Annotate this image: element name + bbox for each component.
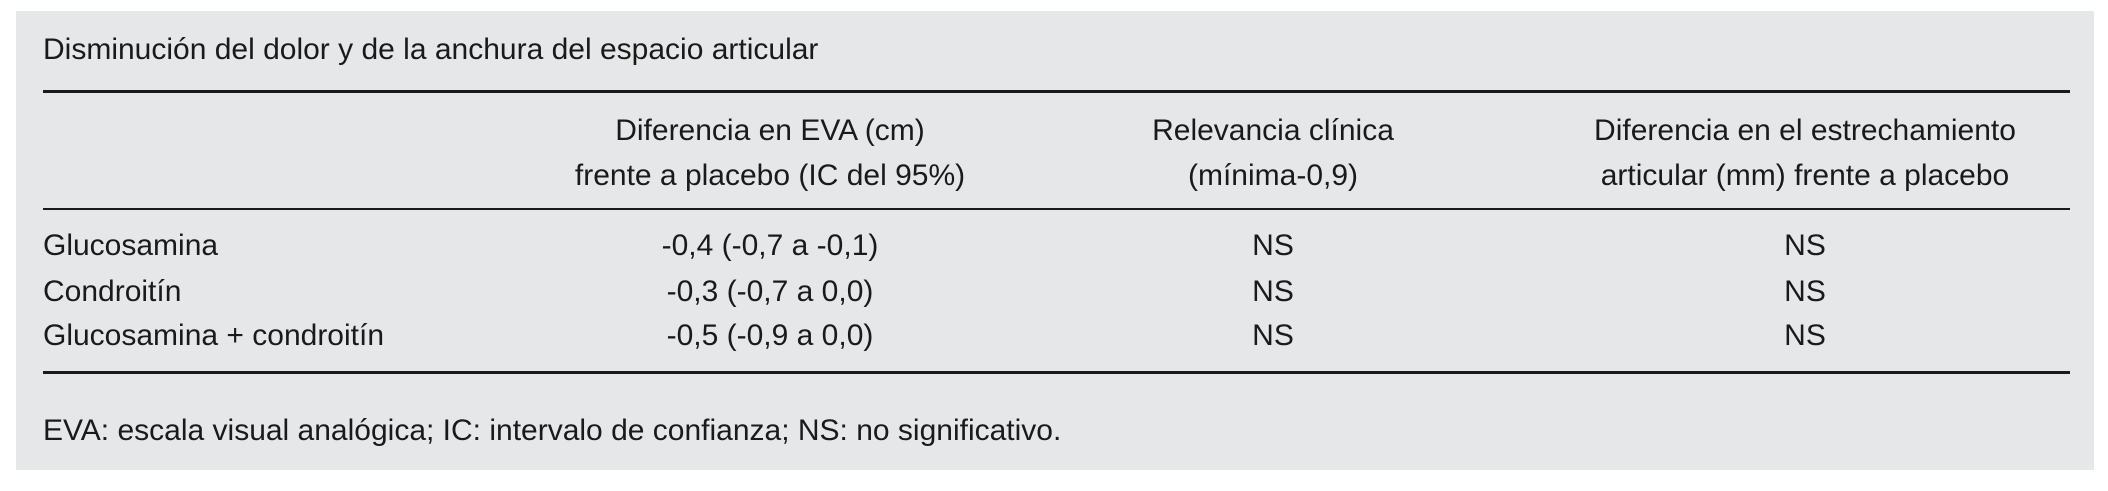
header-cell: Relevancia clínica [1152, 114, 1394, 147]
table-cell: NS [1784, 319, 1826, 352]
row-label: Glucosamina [43, 229, 219, 262]
footnote: EVA: escala visual analógica; IC: interv… [43, 414, 1062, 447]
table-cell: NS [1252, 229, 1294, 262]
table-cell: -0,5 (-0,9 a 0,0) [666, 319, 874, 352]
header-cell: frente a placebo (IC del 95%) [574, 159, 966, 192]
header-cell: Diferencia en EVA (cm) [615, 114, 925, 147]
table-cell: NS [1784, 275, 1826, 308]
table-cell: NS [1252, 319, 1294, 352]
header-cell: articular (mm) frente a placebo [1600, 159, 2010, 192]
table-title: Disminución del dolor y de la anchura de… [43, 33, 819, 66]
table-cell: NS [1784, 229, 1826, 262]
table-cell: -0,3 (-0,7 a 0,0) [666, 275, 874, 308]
bottom-rule [43, 371, 2070, 374]
header-cell: Diferencia en el estrechamiento [1594, 114, 2016, 147]
table-cell: NS [1252, 275, 1294, 308]
table-panel [16, 11, 2094, 470]
row-label: Condroitín [43, 275, 182, 308]
header-cell: (mínima-0,9) [1187, 159, 1359, 192]
row-label: Glucosamina + condroitín [43, 319, 385, 352]
top-rule [43, 90, 2070, 93]
table-cell: -0,4 (-0,7 a -0,1) [661, 229, 879, 262]
header-rule [43, 208, 2070, 210]
